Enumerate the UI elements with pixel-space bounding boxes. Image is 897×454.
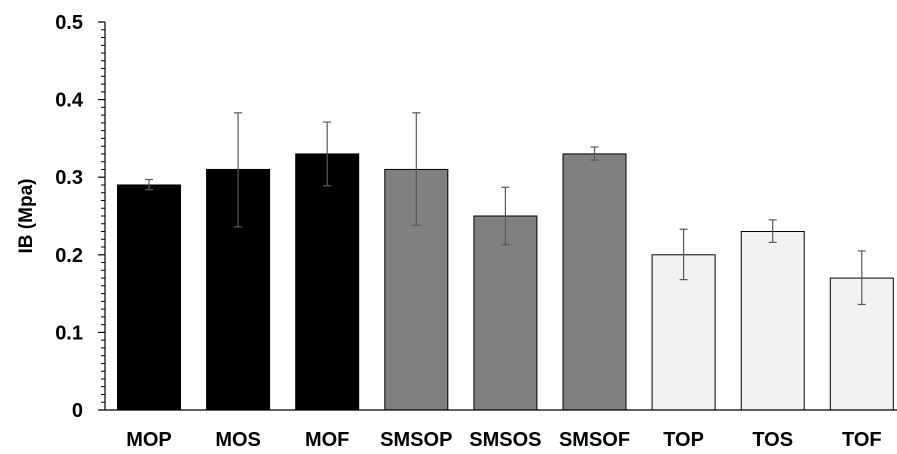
x-tick-label: MOP xyxy=(126,429,172,451)
bar-top xyxy=(651,254,716,411)
x-tick-label: MOF xyxy=(305,429,349,451)
x-tick-label: SMSOF xyxy=(559,429,630,451)
y-tick-label: 0.3 xyxy=(55,167,83,189)
bars-layer xyxy=(117,112,894,411)
y-tick-label: 0.2 xyxy=(55,245,83,267)
bar-tos xyxy=(740,231,805,411)
y-tick-label: 0.1 xyxy=(55,322,83,344)
x-tick-label: SMSOP xyxy=(380,429,452,451)
bar-mof xyxy=(295,153,360,411)
y-tick-label: 0.4 xyxy=(55,90,84,112)
x-tick-label: TOS xyxy=(752,429,793,451)
x-tick-label: TOF xyxy=(842,429,882,451)
x-tick-label: SMSOS xyxy=(469,429,541,451)
bar-smsof xyxy=(562,153,627,411)
bar-mop xyxy=(117,184,181,411)
x-tick-label: TOP xyxy=(663,429,704,451)
y-axis-title: IB (Mpa) xyxy=(16,179,37,254)
ticks-layer: MOP MOS MOF SMSOP SMSOS SMSOF TOP TOS TOF 0 0.1 0.2… xyxy=(55,12,881,451)
x-tick-label: MOS xyxy=(215,429,261,451)
y-tick-label: 0 xyxy=(72,400,83,422)
y-tick-label: 0.5 xyxy=(55,12,83,34)
